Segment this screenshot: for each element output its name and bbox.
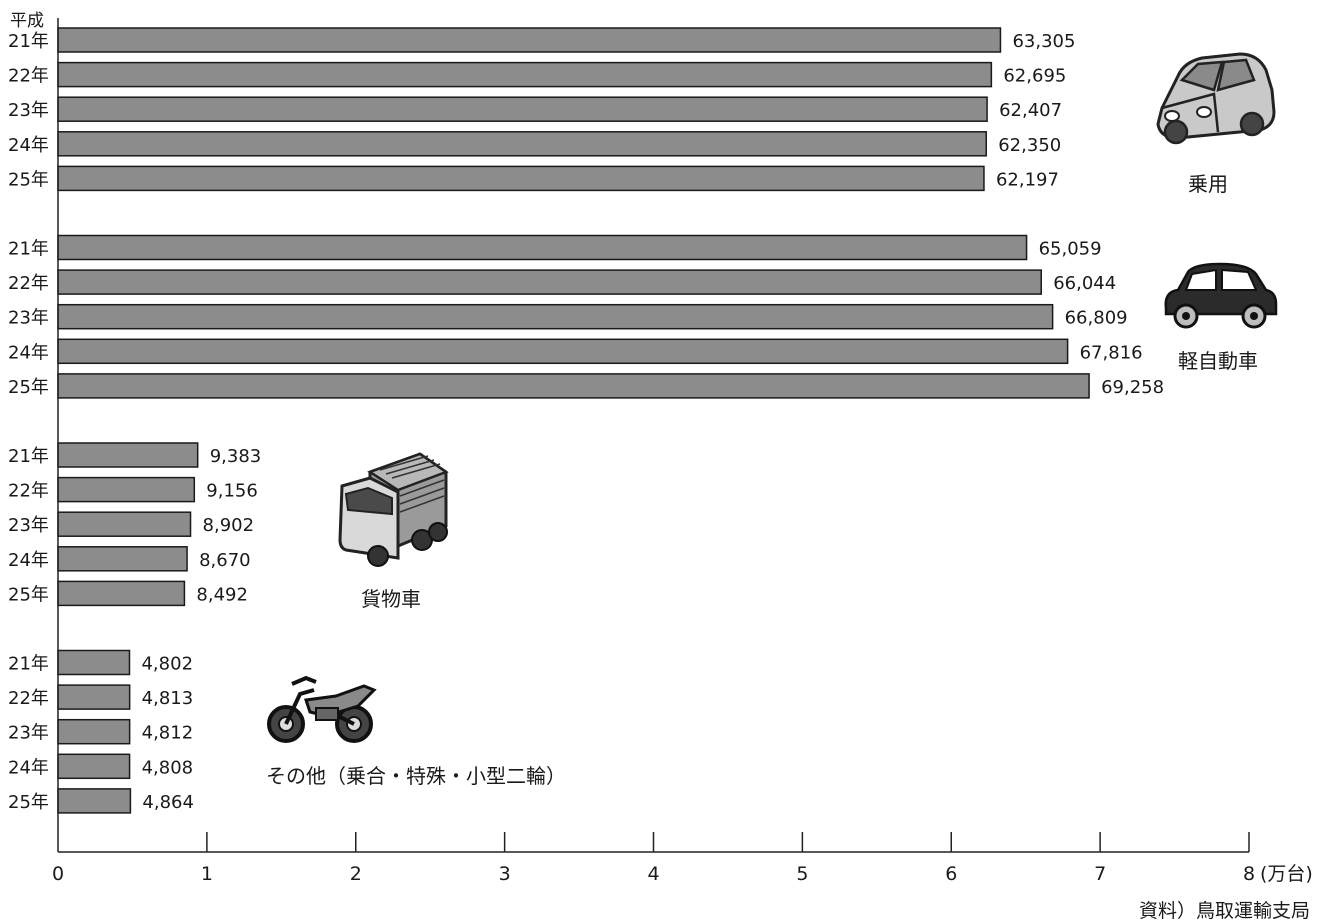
bar (57, 131, 987, 157)
bar (57, 511, 192, 537)
row-label: 24年 (8, 550, 49, 571)
group-name-kei: 軽自動車 (1178, 349, 1258, 373)
bar (57, 27, 1002, 53)
bar (57, 303, 1054, 330)
data-label: 4,812 (142, 723, 194, 744)
data-label: 4,808 (142, 757, 194, 778)
row-label: 21年 (8, 654, 49, 675)
bar (57, 649, 131, 676)
x-tick-label: 2 (350, 863, 362, 885)
row-label: 24年 (8, 135, 49, 156)
bar (57, 476, 196, 503)
x-tick-label: 3 (499, 863, 511, 885)
bar (57, 788, 132, 814)
data-label: 9,383 (210, 446, 262, 467)
bar (57, 718, 131, 745)
bar (57, 234, 1028, 261)
bars-layer (57, 27, 1090, 814)
bar (57, 338, 1069, 365)
bar (57, 61, 993, 88)
x-tick-label: 7 (1094, 863, 1106, 885)
row-label: 23年 (8, 308, 49, 329)
row-label: 25年 (8, 377, 49, 398)
source-note: 資料）鳥取運輸支局 (1138, 900, 1310, 922)
data-label: 63,305 (1012, 31, 1075, 52)
bar (57, 96, 988, 122)
data-label: 69,258 (1101, 377, 1164, 398)
truck-icon (338, 452, 449, 567)
x-tick-label: 1 (201, 863, 213, 885)
bar (57, 165, 985, 192)
x-tick-label: 0 (52, 863, 64, 885)
row-label: 23年 (8, 515, 49, 536)
row-label: 22年 (8, 688, 49, 709)
bar (57, 580, 186, 607)
group-name-other: その他（乗合・特殊・小型二輪） (266, 764, 566, 788)
motorcycle-icon (267, 675, 377, 743)
row-label: 22年 (8, 273, 49, 294)
data-label: 62,350 (998, 135, 1061, 156)
bar (57, 546, 188, 572)
x-axis: 0 1 2 3 4 5 6 7 8 (52, 18, 1255, 885)
bar (57, 684, 131, 710)
row-label: 21年 (8, 239, 49, 260)
data-label: 62,407 (999, 100, 1062, 121)
bar (57, 442, 199, 468)
data-label: 9,156 (206, 481, 258, 502)
row-label: 24年 (8, 757, 49, 778)
x-tick-label: 8 (1243, 863, 1255, 885)
row-label: 23年 (8, 100, 49, 121)
bar (57, 753, 131, 780)
data-label: 4,813 (142, 688, 194, 709)
data-label: 65,059 (1039, 239, 1102, 260)
group-name-passenger: 乗用 (1188, 172, 1228, 196)
group-name-truck: 貨物車 (361, 587, 421, 611)
bar (57, 373, 1090, 399)
data-label: 8,902 (203, 515, 255, 536)
data-label: 66,809 (1065, 308, 1128, 329)
data-label: 67,816 (1080, 342, 1143, 363)
row-label: 23年 (8, 723, 49, 744)
x-tick-label: 6 (945, 863, 957, 885)
x-tick-label: 5 (796, 863, 808, 885)
bar (57, 269, 1042, 295)
row-label: 24年 (8, 342, 49, 363)
data-label: 8,670 (199, 550, 251, 571)
car-icon (1156, 52, 1276, 145)
data-label: 4,802 (141, 654, 193, 675)
row-label: 22年 (8, 66, 49, 87)
row-label: 25年 (8, 792, 49, 813)
row-label: 22年 (8, 481, 49, 502)
row-label: 25年 (8, 169, 49, 190)
labels-layer: 21年 63,305 22年 62,695 23年 62,407 24年 62,350 25年 6… (8, 31, 1164, 813)
era-label: 平成 (10, 11, 44, 31)
row-label: 21年 (8, 31, 49, 52)
x-axis-unit-label: (万台) (1260, 863, 1313, 885)
data-label: 8,492 (196, 584, 248, 605)
row-label: 21年 (8, 446, 49, 467)
kei-car-icon (1164, 262, 1278, 329)
x-tick-label: 4 (647, 863, 659, 885)
data-label: 4,864 (142, 792, 194, 813)
data-label: 62,197 (996, 169, 1059, 190)
data-label: 62,695 (1003, 66, 1066, 87)
row-label: 25年 (8, 584, 49, 605)
data-label: 66,044 (1053, 273, 1116, 294)
